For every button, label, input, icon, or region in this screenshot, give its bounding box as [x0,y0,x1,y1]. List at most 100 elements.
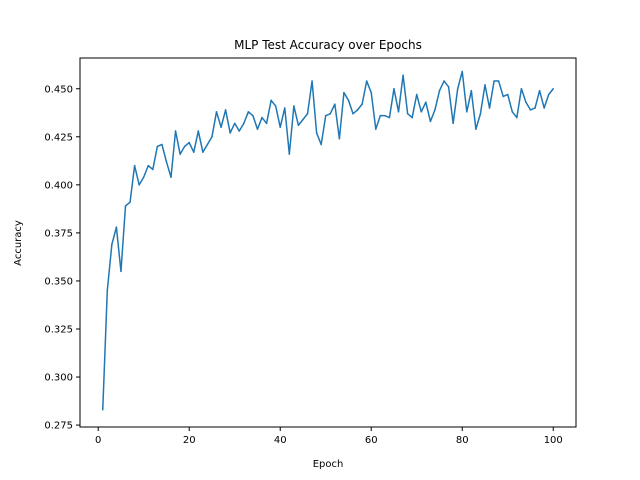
data-point [434,109,436,111]
data-point [270,99,272,102]
y-tick-label: 0.300 [44,373,73,384]
data-point [406,112,409,115]
y-axis-ticks: 0.275 0.300 0.325 0.350 0.375 0.400 0.425 0.450 [44,84,80,432]
data-point [288,153,291,155]
data-point [129,201,131,203]
data-point [343,91,345,94]
data-point [479,112,482,115]
data-point [429,120,432,123]
data-point [179,153,181,155]
plot-frame [79,57,577,428]
x-axis-label: Epoch [313,459,344,470]
data-point [206,143,209,146]
data-point [470,89,473,92]
data-point [506,93,509,96]
data-point [375,128,377,130]
data-point [415,93,418,96]
data-point [525,101,527,103]
data-point [356,109,359,111]
data-point [461,70,463,73]
data-point [420,111,423,113]
data-point [315,132,318,134]
data-point [211,136,213,138]
data-point [220,126,222,128]
data-point [516,116,518,119]
data-point [365,80,368,82]
data-point [243,122,245,125]
data-point [488,107,491,109]
data-point [311,80,313,82]
data-point [379,114,382,117]
data-point [238,130,241,132]
data-point [215,111,218,113]
data-point [102,408,104,411]
data-point [402,74,404,77]
data-point [138,184,140,186]
data-point [338,137,341,140]
data-point [484,84,486,86]
data-point [161,143,163,146]
data-point [224,109,227,111]
data-point [279,126,281,128]
y-tick-label: 0.400 [44,180,73,191]
data-point [547,93,550,96]
data-point [497,80,500,82]
data-point [324,114,327,117]
data-point [456,88,459,90]
data-point [447,86,450,88]
y-tick-label: 0.425 [44,132,73,143]
data-point [111,243,113,246]
data-point [156,145,159,148]
data-point [293,105,295,107]
data-point [411,116,413,119]
data-point [170,176,172,178]
data-point [202,151,204,153]
y-tick-label: 0.350 [44,276,73,287]
data-point [393,88,395,90]
data-point [297,124,300,127]
y-tick-label: 0.325 [44,324,73,335]
chart-title: MLP Test Accuracy over Epochs [234,38,422,52]
data-point [511,111,514,113]
data-point [388,116,391,119]
data-point [193,151,195,153]
x-tick-label: 0 [95,435,101,446]
y-tick-label: 0.375 [44,228,73,239]
data-point [529,109,532,111]
data-point [252,114,254,117]
accuracy-series-line [102,70,554,410]
y-tick-label: 0.275 [44,421,73,432]
data-point [352,112,354,115]
data-point [306,112,309,115]
data-point [133,164,136,167]
data-point [274,105,277,107]
data-point [115,226,118,228]
data-point [538,89,541,92]
data-point [425,101,427,103]
data-point [493,80,495,82]
data-point [106,289,109,292]
data-point [247,111,250,113]
data-point [466,111,468,113]
data-point [197,130,200,132]
x-tick-label: 60 [365,435,378,446]
x-tick-label: 20 [183,435,196,446]
data-point [284,107,286,109]
data-point [229,132,231,134]
data-point [552,88,554,90]
data-point [142,176,145,178]
data-point [370,91,372,94]
data-point [188,141,190,144]
x-tick-label: 100 [544,435,563,446]
data-point [174,130,177,132]
data-point [361,103,363,105]
data-point [334,103,336,105]
data-point [443,80,445,82]
y-axis-label: Accuracy [13,220,24,266]
data-point [256,128,259,130]
data-point [147,164,150,167]
data-point [124,205,127,207]
data-point [233,122,236,125]
